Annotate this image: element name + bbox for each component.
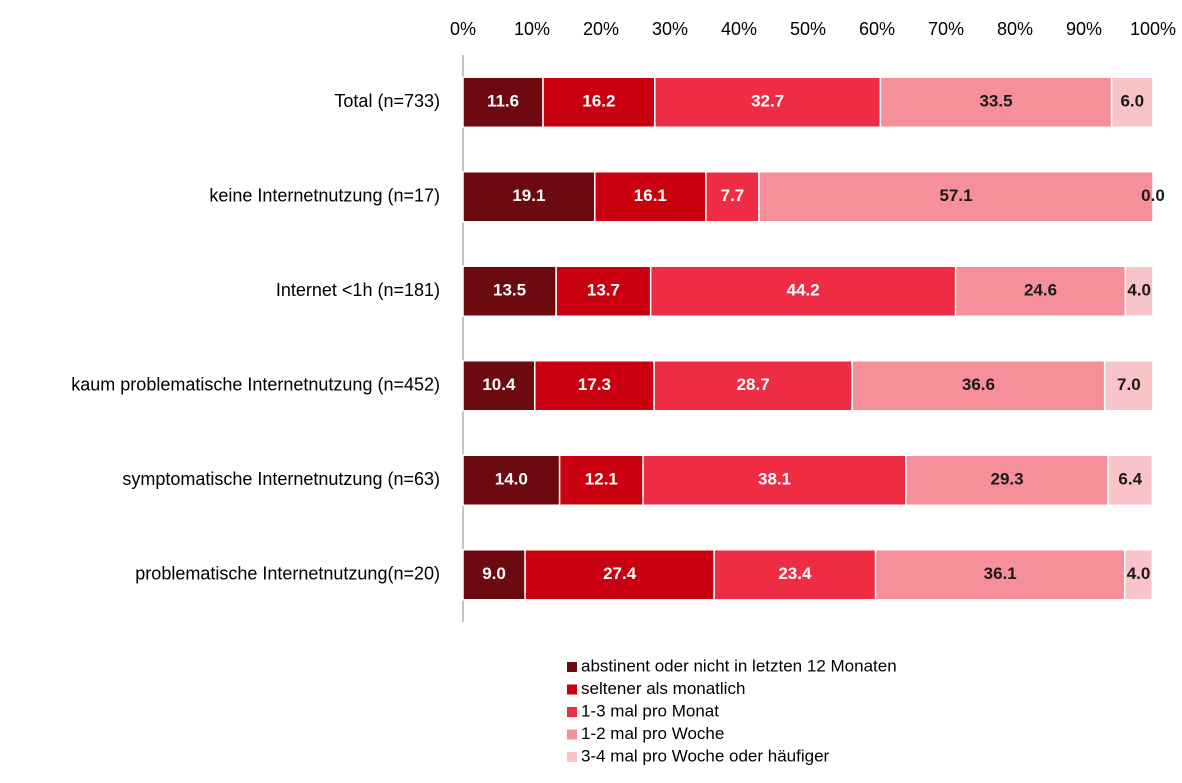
- bar-segment: [1123, 549, 1154, 601]
- legend-label: 1-3 mal pro Monat: [581, 701, 719, 720]
- data-label: 57.1: [939, 186, 972, 205]
- data-label: 12.1: [585, 470, 618, 489]
- legend-marker: [567, 707, 577, 717]
- y-tick-label: symptomatische Internetnutzung (n=63): [122, 469, 440, 489]
- x-tick-label: 60%: [859, 19, 895, 39]
- bar-segment: [1107, 454, 1154, 506]
- bar-segment: [1124, 265, 1154, 317]
- bar-segment: [653, 360, 853, 412]
- y-tick-label: kaum problematische Internetnutzung (n=4…: [71, 375, 440, 395]
- bar-segment: [758, 171, 1154, 223]
- bar-segment: [954, 265, 1127, 317]
- bar-segment: [851, 360, 1106, 412]
- bar-segment: [524, 549, 715, 601]
- data-label: 7.7: [721, 186, 745, 205]
- data-label: 4.0: [1127, 564, 1151, 583]
- x-tick-label: 50%: [790, 19, 826, 39]
- x-tick-label: 80%: [997, 19, 1033, 39]
- data-label: 7.0: [1117, 375, 1141, 394]
- data-label: 32.7: [751, 92, 784, 111]
- y-tick-label: Total (n=733): [334, 91, 440, 111]
- bar-segment: [542, 76, 656, 128]
- data-label: 29.3: [991, 470, 1024, 489]
- bar-segment: [905, 454, 1109, 506]
- bar-segment: [534, 360, 655, 412]
- legend-marker: [567, 752, 577, 762]
- x-tick-label: 40%: [721, 19, 757, 39]
- legend-marker: [567, 729, 577, 740]
- data-label: 36.6: [962, 375, 995, 394]
- data-label: 16.1: [634, 186, 667, 205]
- legend-label: seltener als monatlich: [581, 679, 745, 698]
- x-tick-label: 0%: [450, 19, 476, 39]
- bar-segment: [462, 454, 561, 506]
- data-label: 9.0: [482, 564, 506, 583]
- legend-label: 1-2 mal pro Woche: [581, 724, 724, 743]
- x-tick-label: 90%: [1066, 19, 1102, 39]
- bar-segment: [874, 549, 1126, 601]
- data-label: 16.2: [582, 92, 615, 111]
- data-label: 28.7: [737, 375, 770, 394]
- data-label: 13.7: [587, 281, 620, 300]
- legend-marker: [567, 684, 577, 695]
- data-label: 36.1: [984, 564, 1017, 583]
- data-label: 0.0: [1141, 186, 1165, 205]
- data-label: 23.4: [778, 564, 812, 583]
- data-label: 38.1: [758, 470, 791, 489]
- y-tick-label: keine Internetnutzung (n=17): [209, 186, 440, 206]
- y-tick-label: Internet <1h (n=181): [276, 280, 440, 300]
- data-label: 13.5: [493, 281, 526, 300]
- bar-segment: [462, 171, 596, 223]
- x-tick-label: 30%: [652, 19, 688, 39]
- x-tick-label: 20%: [583, 19, 619, 39]
- data-label: 27.4: [603, 564, 637, 583]
- data-label: 17.3: [578, 375, 611, 394]
- y-tick-label: problematische Internetnutzung(n=20): [135, 564, 440, 584]
- data-label: 44.2: [787, 281, 820, 300]
- x-tick-label: 10%: [514, 19, 550, 39]
- data-label: 33.5: [979, 92, 1012, 111]
- bar-segment: [1103, 360, 1154, 412]
- data-label: 10.4: [482, 375, 516, 394]
- bar-segment: [558, 454, 644, 506]
- bar-segment: [1110, 76, 1154, 128]
- legend-label: 3-4 mal pro Woche oder häufiger: [581, 746, 830, 765]
- legend-label: abstinent oder nicht in letzten 12 Monat…: [581, 656, 897, 675]
- data-label: 6.4: [1118, 470, 1142, 489]
- x-tick-label: 70%: [928, 19, 964, 39]
- data-label: 6.0: [1120, 92, 1144, 111]
- legend-marker: [567, 662, 577, 672]
- bar-segment: [654, 76, 882, 128]
- bar-segment: [713, 549, 877, 601]
- data-label: 4.0: [1127, 281, 1151, 300]
- bar-segment: [555, 265, 652, 317]
- data-label: 14.0: [495, 470, 528, 489]
- bar-segment: [462, 265, 557, 317]
- data-label: 24.6: [1024, 281, 1057, 300]
- data-label: 11.6: [487, 92, 519, 111]
- data-label: 19.1: [512, 186, 545, 205]
- bar-segment: [462, 360, 536, 412]
- x-tick-label: 100%: [1130, 19, 1176, 39]
